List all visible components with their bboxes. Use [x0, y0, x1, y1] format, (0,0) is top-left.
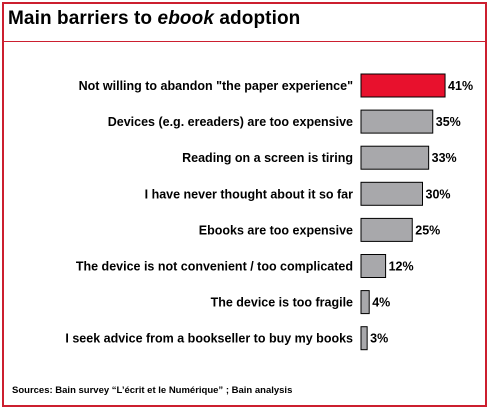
value-label: 33%	[432, 151, 457, 165]
bar	[360, 290, 370, 315]
category-label: I have never thought about it so far	[145, 187, 353, 201]
source-note: Sources: Bain survey “L’écrit et le Numé…	[12, 385, 293, 396]
category-label: Not willing to abandon "the paper experi…	[79, 79, 353, 93]
value-label: 35%	[436, 115, 461, 129]
value-label: 30%	[426, 187, 451, 201]
bar	[360, 326, 368, 351]
title-suffix: adoption	[213, 8, 301, 29]
bars	[360, 73, 446, 351]
category-labels: Not willing to abandon "the paper experi…	[65, 79, 353, 346]
category-label: Ebooks are too expensive	[199, 223, 353, 237]
category-label: I seek advice from a bookseller to buy m…	[65, 332, 353, 346]
value-label: 41%	[448, 79, 473, 93]
bar	[360, 145, 430, 170]
value-labels: 41% 35% 33% 30% 25% 12% 4% 3%	[370, 79, 473, 346]
bar	[360, 254, 387, 278]
value-label: 25%	[415, 223, 440, 237]
bar-highlight	[360, 73, 446, 98]
title-emphasis: ebook	[157, 8, 214, 29]
category-label: The device is not convenient / too compl…	[76, 260, 353, 274]
bar	[360, 109, 434, 134]
category-label: Reading on a screen is tiring	[182, 151, 353, 165]
chart-title: Main barriers to ebook adoption	[8, 8, 300, 30]
title-prefix: Main barriers to	[8, 8, 158, 29]
value-label: 4%	[372, 296, 390, 310]
bar	[360, 217, 413, 242]
title-divider	[4, 41, 485, 42]
bar	[360, 181, 423, 206]
category-label: The device is too fragile	[211, 296, 353, 310]
value-label: 3%	[370, 332, 388, 346]
category-label: Devices (e.g. ereaders) are too expensiv…	[108, 115, 353, 129]
value-label: 12%	[389, 260, 414, 274]
